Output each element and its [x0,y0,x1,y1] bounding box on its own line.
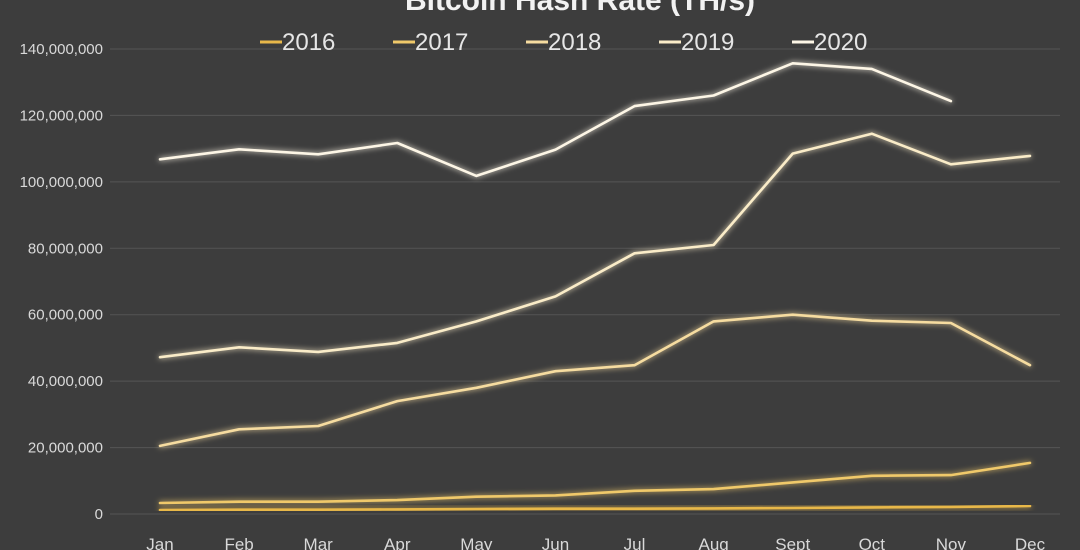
legend-item-2020: 2020 [792,29,867,56]
y-tick-label: 60,000,000 [28,307,103,324]
legend-label: 2020 [814,29,867,56]
legend: 2016 2017 2018 2019 2020 [260,29,867,56]
legend-label: 2017 [415,29,468,56]
legend-label: 2016 [282,29,335,56]
x-tick-label: Aug [699,535,729,550]
x-tick-label: Mar [304,535,334,550]
series-line-2020 [158,62,953,178]
legend-label: 2018 [548,29,601,56]
legend-item-2018: 2018 [526,29,601,56]
legend-item-2019: 2019 [659,29,734,56]
x-tick-label: Feb [224,535,253,550]
series-lines [158,62,1032,512]
x-tick-label: Nov [936,535,967,550]
x-tick-label: May [460,535,493,550]
x-tick-label: Jun [542,535,569,550]
y-tick-label: 80,000,000 [28,240,103,257]
y-tick-label: 0 [95,506,103,523]
chart-title: Bitcoin Hash Rate (TH/s) [405,0,755,17]
y-tick-label: 20,000,000 [28,440,103,457]
y-tick-label: 100,000,000 [20,174,103,191]
y-tick-label: 120,000,000 [20,107,103,124]
series-line-2016 [158,504,1032,512]
series-line-2017 [158,461,1032,505]
legend-label: 2019 [681,29,734,56]
legend-item-2017: 2017 [393,29,468,56]
x-tick-label: Sept [775,535,810,550]
x-tick-label: Jul [624,535,646,550]
legend-item-2016: 2016 [260,29,335,56]
series-line-2019 [158,132,1032,359]
x-tick-label: Oct [859,535,886,550]
x-axis: Jan Feb Mar Apr May Jun Jul Aug Sept Oct Nov Dec [146,535,1045,550]
x-tick-label: Dec [1015,535,1046,550]
gridlines [110,48,1060,515]
y-axis: 0 20,000,000 40,000,000 60,000,000 80,000,00… [20,41,103,523]
y-tick-label: 140,000,000 [20,41,103,58]
x-tick-label: Apr [384,535,411,550]
y-tick-label: 40,000,000 [28,373,103,390]
series-line-2018 [158,313,1032,448]
x-tick-label: Jan [146,535,173,550]
